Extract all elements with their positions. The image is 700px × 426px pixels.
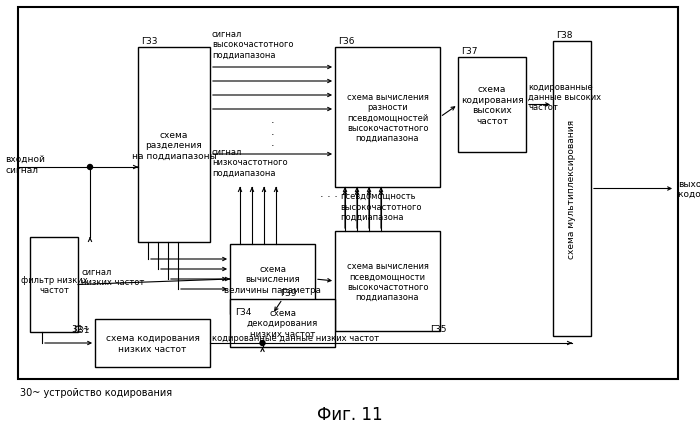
Text: · · ·: · · ·: [320, 192, 338, 201]
Text: 32~: 32~: [71, 325, 90, 334]
Bar: [30, 237, 78, 332]
Text: сигнал
высокочастотного
поддиапазона: сигнал высокочастотного поддиапазона: [212, 30, 293, 60]
Text: Γ39: Γ39: [280, 288, 297, 297]
Text: Γ31: Γ31: [73, 325, 90, 334]
Bar: [18, 8, 678, 379]
Text: выходная
кодовая строка: выходная кодовая строка: [678, 179, 700, 199]
Bar: [230, 245, 315, 314]
Text: схема вычисления
псевдомощности
высокочастотного
поддиапазона: схема вычисления псевдомощности высокоча…: [346, 261, 428, 301]
Text: псевдомощность
высокочастотного
поддиапазона: псевдомощность высокочастотного поддиапа…: [340, 192, 421, 222]
Bar: [553, 42, 591, 336]
Text: ·
·
·: · · ·: [271, 118, 274, 151]
Text: Γ35: Γ35: [430, 324, 447, 333]
Text: Γ34: Γ34: [235, 307, 251, 316]
Text: 30~ устройство кодирования: 30~ устройство кодирования: [20, 387, 172, 397]
Text: кодированные данные низких частот: кодированные данные низких частот: [212, 334, 379, 343]
Bar: [458, 58, 526, 153]
Bar: [335, 231, 440, 331]
Bar: [230, 299, 335, 347]
Text: схема кодирования
низких частот: схема кодирования низких частот: [106, 334, 200, 353]
Text: схема
вычисления
величины параметра: схема вычисления величины параметра: [224, 265, 321, 294]
Text: схема вычисления
разности
псевдомощностей
высокочастотного
поддиапазона: схема вычисления разности псевдомощносте…: [346, 92, 428, 143]
Text: входной
сигнал: входной сигнал: [5, 155, 45, 174]
Text: кодированные
данные высоких
частот: кодированные данные высоких частот: [528, 82, 601, 112]
Bar: [335, 48, 440, 187]
Text: Γ36: Γ36: [338, 37, 354, 46]
Text: Γ38: Γ38: [556, 31, 573, 40]
Text: схема
кодирования
высоких
частот: схема кодирования высоких частот: [461, 85, 524, 125]
Text: Фиг. 11: Фиг. 11: [317, 405, 383, 423]
Text: Γ33: Γ33: [141, 37, 158, 46]
Circle shape: [88, 165, 92, 170]
Text: Γ37: Γ37: [461, 47, 477, 56]
Text: схема
разделения
на поддиапазоны: схема разделения на поддиапазоны: [132, 130, 216, 160]
Text: сигнал
низкочастотного
поддиапазона: сигнал низкочастотного поддиапазона: [212, 148, 288, 177]
Bar: [95, 319, 210, 367]
Bar: [138, 48, 210, 242]
Circle shape: [260, 341, 265, 345]
Text: схема мультиплексирования: схема мультиплексирования: [568, 120, 577, 259]
Text: сигнал
низких частот: сигнал низких частот: [81, 267, 144, 287]
Text: схема
декодирования
низких частот: схема декодирования низких частот: [247, 308, 318, 338]
Text: фильтр низких
частот: фильтр низких частот: [20, 275, 88, 294]
